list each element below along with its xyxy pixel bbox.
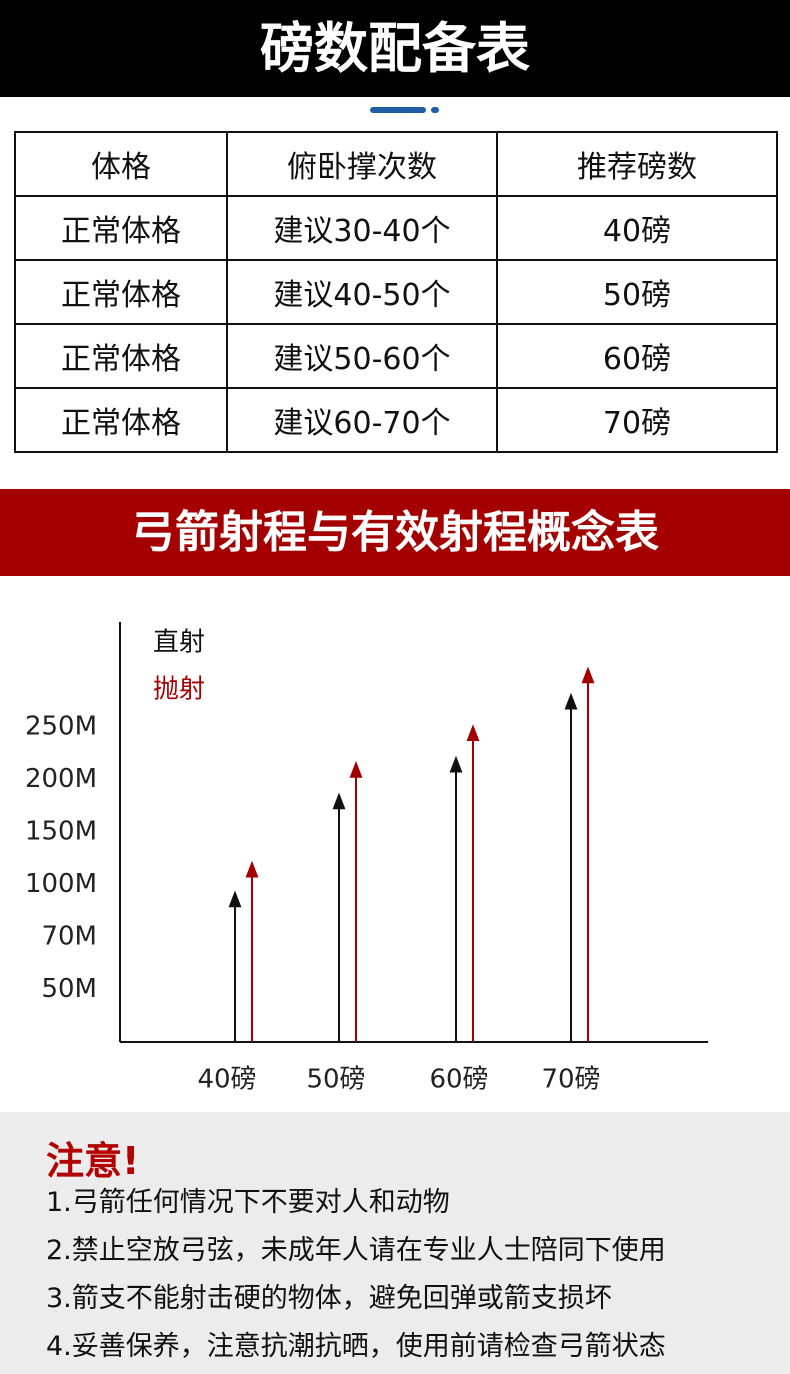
x-tick-label: 40磅 [197, 1065, 256, 1095]
table-cell: 40磅 [496, 195, 778, 261]
header-cell: 推荐磅数 [496, 131, 778, 197]
decoration [370, 107, 426, 113]
table-cell: 建议50-60个 [226, 323, 498, 389]
arrow [581, 666, 595, 1042]
arrow [449, 755, 463, 1042]
y-tick-label: 100M [25, 869, 97, 899]
table-cell: 建议60-70个 [226, 387, 498, 453]
table-cell: 正常体格 [14, 195, 228, 261]
notice: 注意! 1.弓箭任何情况下不要对人和动物 2.禁止空放弓弦，未成年人请在专业人士陪… [0, 1112, 790, 1374]
notice-item: 2.禁止空放弓弦，未成年人请在专业人士陪同下使用 [46, 1235, 666, 1266]
arrow [564, 692, 578, 1042]
arrow [466, 724, 480, 1042]
table-header: 体格 俯卧撑次数 推荐磅数 [14, 131, 778, 197]
notice-item: 1.弓箭任何情况下不要对人和动物 [46, 1187, 450, 1218]
table-row: 正常体格 建议40-50个 50磅 [14, 259, 778, 325]
table-cell: 正常体格 [14, 387, 228, 453]
arrow [245, 860, 259, 1042]
header-title: 磅数配备表 [0, 0, 790, 97]
y-tick-label: 70M [41, 922, 97, 952]
table-row: 正常体格 建议60-70个 70磅 [14, 387, 778, 453]
y-tick-label: 50M [41, 974, 97, 1004]
table-cell: 50磅 [496, 259, 778, 325]
table: 体格 俯卧撑次数 推荐磅数 正常体格 建议30-40个 40磅 正常体格 建议40-50… [14, 131, 778, 453]
arrow [332, 792, 346, 1042]
header-cell: 俯卧撑次数 [226, 131, 498, 197]
table-cell: 建议40-50个 [226, 259, 498, 325]
y-tick-label: 200M [25, 764, 97, 794]
table-cell: 70磅 [496, 387, 778, 453]
legend-label: 直射 [153, 628, 205, 658]
header-cell: 体格 [14, 131, 228, 197]
y-tick-label: 250M [25, 712, 97, 742]
notice-item: 3.箭支不能射击硬的物体，避免回弹或箭支损坏 [46, 1283, 612, 1314]
table-cell: 正常体格 [14, 323, 228, 389]
x-tick-label: 60磅 [429, 1065, 488, 1095]
x-tick-label: 50磅 [306, 1065, 365, 1095]
table-cell: 正常体格 [14, 259, 228, 325]
decoration [431, 107, 439, 113]
legend-label: 抛射 [153, 675, 205, 705]
table-body: 正常体格 建议30-40个 40磅 正常体格 建议40-50个 50磅 正常体格 建议50-6… [14, 195, 778, 453]
x-tick-label: 70磅 [541, 1065, 600, 1095]
table-cell: 建议30-40个 [226, 195, 498, 261]
y-tick-label: 150M [25, 817, 97, 847]
notice-item: 4.妥善保养，注意抗潮抗晒，使用前请检查弓箭状态 [46, 1331, 666, 1362]
arrow [228, 890, 242, 1042]
arrow [349, 760, 363, 1042]
section-title: 弓箭射程与有效射程概念表 [0, 489, 790, 576]
table-cell: 60磅 [496, 323, 778, 389]
notice-title: 注意! [46, 1139, 140, 1183]
table-row: 正常体格 建议30-40个 40磅 [14, 195, 778, 261]
table-row: 正常体格 建议50-60个 60磅 [14, 323, 778, 389]
